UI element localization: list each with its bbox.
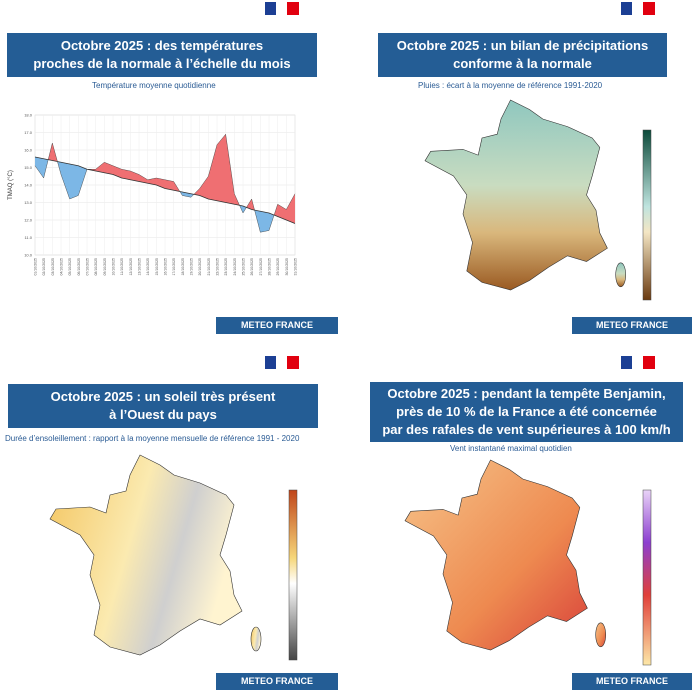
x-tick-label: 26/10/2025	[250, 258, 254, 276]
title-line: à l’Ouest du pays	[109, 407, 217, 422]
x-tick-label: 11/10/2025	[120, 258, 124, 275]
subtitle: Durée d’ensoleillement : rapport à la mo…	[5, 434, 300, 443]
map	[49, 454, 243, 656]
x-tick-label: 29/10/2025	[276, 258, 280, 276]
x-tick-label: 28/10/2025	[268, 258, 272, 276]
color-scale	[642, 489, 652, 666]
title-line: Octobre 2025 : un bilan de précipitation…	[396, 38, 649, 53]
x-tick-label: 17/10/2025	[172, 258, 176, 276]
color-scale	[288, 489, 298, 661]
y-tick-label: 18.0	[24, 113, 33, 118]
x-tick-label: 25/10/2025	[242, 258, 246, 276]
x-tick-label: 14/10/2025	[146, 258, 150, 276]
x-tick-label: 06/10/2025	[77, 258, 81, 276]
x-tick-label: 03/10/2025	[51, 258, 55, 276]
x-tick-label: 08/10/2025	[94, 258, 98, 276]
x-tick-label: 20/10/2025	[198, 258, 202, 276]
x-tick-label: 07/10/2025	[86, 258, 90, 276]
title-box: Octobre 2025 : pendant la tempête Benjam…	[370, 382, 683, 442]
y-axis-label: TMAQ (°C)	[8, 170, 14, 200]
line	[34, 156, 296, 224]
brand: METEO FRANCE	[216, 673, 338, 690]
brand: METEO FRANCE	[572, 673, 692, 690]
map-corsica	[595, 622, 607, 648]
title-box: Octobre 2025 : un soleil très présent à l…	[8, 384, 318, 428]
x-tick-label: 23/10/2025	[224, 258, 228, 276]
x-tick-label: 24/10/2025	[233, 258, 237, 276]
map-corsica	[250, 626, 262, 652]
title-line: près de 10 % de la France a été concerné…	[396, 404, 657, 419]
title-line: par des rafales de vent supérieures à 10…	[382, 422, 671, 437]
subtitle: Vent instantané maximal quotidien	[450, 444, 572, 453]
map	[424, 99, 608, 291]
flag	[265, 2, 299, 15]
y-tick-label: 17.0	[24, 130, 33, 135]
x-tick-label: 05/10/2025	[68, 258, 72, 276]
x-tick-label: 30/10/2025	[285, 258, 289, 276]
x-tick-label: 09/10/2025	[103, 258, 107, 276]
y-tick-label: 14.0	[24, 183, 33, 188]
y-tick-label: 11.0	[25, 235, 33, 240]
x-tick-label: 10/10/2025	[112, 258, 116, 276]
y-tick-label: 12.0	[24, 218, 33, 223]
x-tick-label: 13/10/2025	[138, 258, 142, 276]
color-scale	[642, 129, 652, 301]
x-tick-label: 12/10/2025	[129, 258, 133, 276]
x-tick-label: 16/10/2025	[164, 258, 168, 276]
area-above	[35, 134, 295, 224]
x-tick-label: 04/10/2025	[60, 258, 64, 276]
title-box: Octobre 2025 : des températures proches d…	[7, 33, 317, 77]
title-box: Octobre 2025 : un bilan de précipitation…	[378, 33, 667, 77]
y-tick-label: 15.0	[24, 165, 33, 170]
title-line: Octobre 2025 : un soleil très présent	[50, 389, 276, 404]
map-corsica	[615, 262, 627, 288]
y-tick-label: 13.0	[24, 200, 33, 205]
x-tick-label: 21/10/2025	[207, 258, 211, 276]
flag	[621, 356, 655, 369]
x-tick-label: 01/10/2025	[34, 258, 38, 276]
flag	[265, 356, 299, 369]
x-tick-label: 18/10/2025	[181, 258, 185, 276]
brand: METEO FRANCE	[216, 317, 338, 334]
flag	[621, 2, 655, 15]
subtitle: Température moyenne quotidienne	[92, 81, 216, 90]
x-tick-label: 31/10/2025	[294, 258, 298, 276]
x-tick-label: 27/10/2025	[259, 258, 263, 276]
y-tick-label: 10.0	[24, 253, 33, 258]
title-line: Octobre 2025 : des températures	[60, 38, 264, 53]
subtitle: Pluies : écart à la moyenne de référence…	[418, 81, 603, 90]
x-tick-label: 02/10/2025	[42, 258, 46, 276]
x-tick-label: 22/10/2025	[216, 258, 220, 276]
x-tick-label: 15/10/2025	[155, 258, 159, 276]
line	[34, 133, 296, 233]
title-line: conforme à la normale	[453, 56, 592, 71]
x-tick-label: 19/10/2025	[190, 258, 194, 276]
brand: METEO FRANCE	[572, 317, 692, 334]
title-line: proches de la normale à l’échelle du moi…	[33, 56, 291, 71]
title-line: Octobre 2025 : pendant la tempête Benjam…	[387, 386, 666, 401]
y-tick-label: 16.0	[24, 148, 33, 153]
map	[404, 459, 588, 651]
